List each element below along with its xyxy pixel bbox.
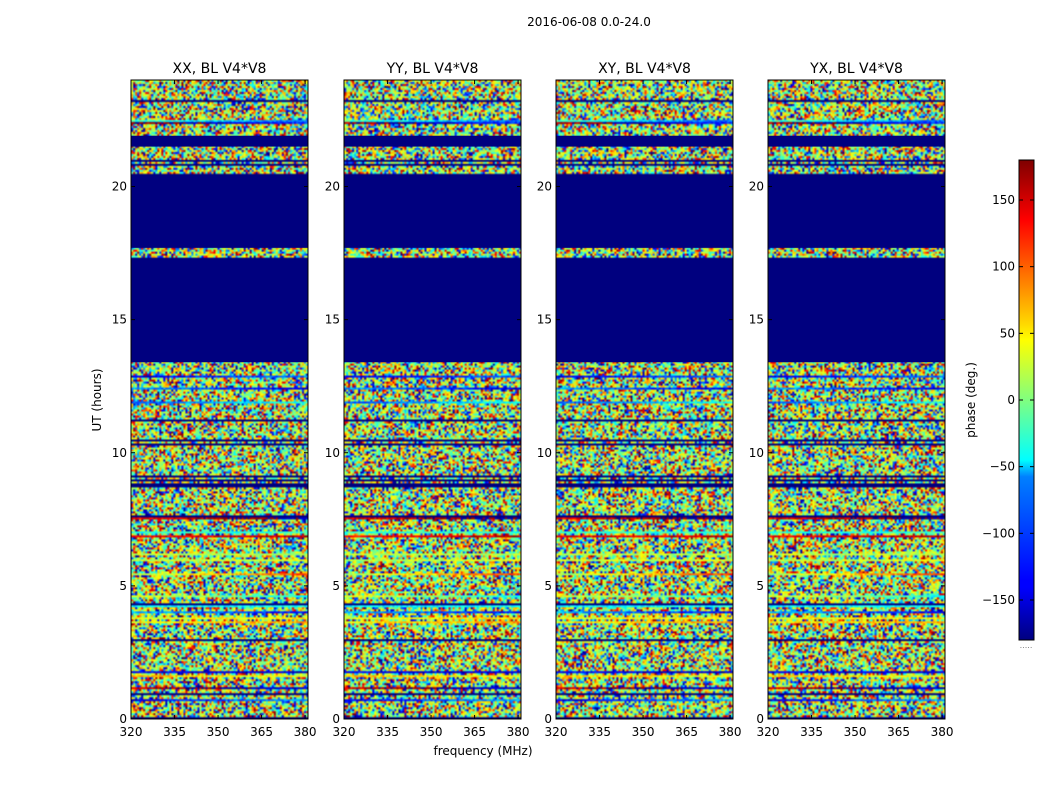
x-tick-label: 380 [507, 725, 530, 739]
colorbar-tick-label: 0 [1007, 393, 1015, 407]
x-tick-label: 350 [632, 725, 655, 739]
axes-frame [767, 79, 946, 720]
panel-xy: XY, BL V4*V8 320 335 350 365 380 0 5 10 15 20 [537, 61, 742, 739]
y-tick-label: 10 [749, 446, 764, 460]
y-tick-label: 15 [325, 313, 340, 327]
y-tick-label: 0 [119, 712, 127, 726]
x-tick-label: 335 [800, 725, 823, 739]
axes-frame [343, 79, 522, 720]
y-tick-label: 20 [749, 180, 764, 194]
colorbar-tick-label: 100 [992, 260, 1015, 274]
panel-yx: YX, BL V4*V8 320 335 350 365 380 0 5 10 15 20 [749, 61, 954, 739]
x-tick-label: 380 [719, 725, 742, 739]
x-tick-label: 365 [250, 725, 273, 739]
y-tick-label: 0 [544, 712, 552, 726]
y-tick-label: 20 [112, 180, 127, 194]
panel-title: XY, BL V4*V8 [598, 61, 691, 77]
x-tick-label: 350 [420, 725, 443, 739]
flagged-block [768, 175, 945, 248]
colorbar-ticks: 150 100 50 0 −50 −100 −150 [982, 193, 1034, 607]
x-tick-label: 335 [163, 725, 186, 739]
panel-title: YY, BL V4*V8 [386, 61, 479, 77]
x-tick-label: 320 [120, 725, 143, 739]
flagged-block [556, 258, 733, 363]
y-tick-label: 20 [325, 180, 340, 194]
colorbar-tick-label: −50 [990, 460, 1015, 474]
x-tick-label: 380 [931, 725, 954, 739]
y-tick-label: 5 [119, 579, 127, 593]
flagged-block [556, 135, 733, 147]
flagged-block [131, 175, 308, 248]
x-tick-label: 320 [757, 725, 780, 739]
y-tick-label: 10 [325, 446, 340, 460]
x-tick-label: 335 [588, 725, 611, 739]
x-tick-label: 335 [376, 725, 399, 739]
panel-title: YX, BL V4*V8 [809, 61, 903, 77]
y-axis-label: UT (hours) [90, 368, 104, 431]
panel-title: XX, BL V4*V8 [173, 61, 267, 77]
x-tick-label: 380 [294, 725, 317, 739]
y-tick-label: 5 [544, 579, 552, 593]
colorbar: 150 100 50 0 −50 −100 −150 phase (deg.) ..... [964, 159, 1035, 650]
y-tick-label: 10 [537, 446, 552, 460]
x-tick-label: 365 [463, 725, 486, 739]
flagged-block [768, 135, 945, 147]
colorbar-tick-label: −150 [982, 593, 1015, 607]
flagged-block [344, 135, 521, 147]
y-tick-label: 15 [112, 313, 127, 327]
axes-frame [130, 79, 309, 720]
y-tick-label: 15 [749, 313, 764, 327]
colorbar-tick-label: 50 [1000, 326, 1015, 340]
y-tick-label: 10 [112, 446, 127, 460]
y-tick-label: 0 [756, 712, 764, 726]
x-tick-label: 350 [207, 725, 230, 739]
axes-frame [555, 79, 734, 720]
y-tick-label: 20 [537, 180, 552, 194]
flagged-block [344, 175, 521, 248]
flagged-block [131, 135, 308, 147]
x-axis-label: frequency (MHz) [433, 744, 532, 758]
flagged-block [344, 258, 521, 363]
x-tick-label: 320 [333, 725, 356, 739]
flagged-block [556, 175, 733, 248]
colorbar-tick-label: −100 [982, 526, 1015, 540]
y-tick-label: 5 [332, 579, 340, 593]
y-tick-label: 5 [756, 579, 764, 593]
panel-yy: YY, BL V4*V8 320 335 350 365 380 0 5 10 15 20 [325, 61, 530, 739]
colorbar-label: phase (deg.) [964, 362, 978, 438]
y-tick-label: 0 [332, 712, 340, 726]
panel-xx: XX, BL V4*V8 320 335 350 365 380 0 5 10 15 20 [112, 61, 317, 739]
figure-suptitle: 2016-06-08 0.0-24.0 [527, 15, 651, 29]
flagged-block [768, 258, 945, 363]
colorbar-tick-label: 150 [992, 193, 1015, 207]
colorbar-extra: ..... [1020, 641, 1033, 650]
x-tick-label: 350 [844, 725, 867, 739]
x-tick-label: 365 [887, 725, 910, 739]
x-tick-label: 320 [545, 725, 568, 739]
x-tick-label: 365 [675, 725, 698, 739]
y-tick-label: 15 [537, 313, 552, 327]
flagged-block [131, 258, 308, 363]
